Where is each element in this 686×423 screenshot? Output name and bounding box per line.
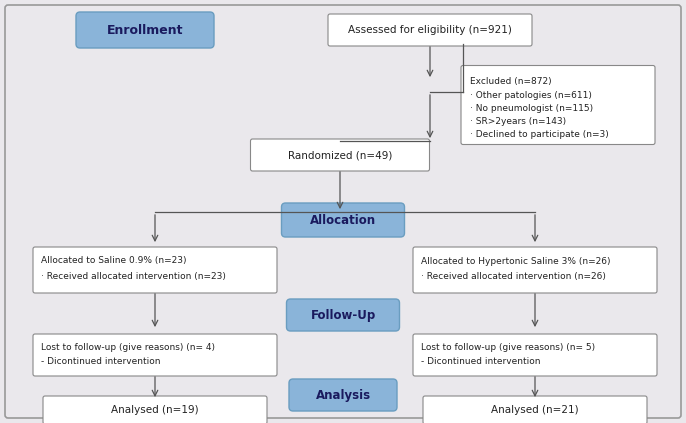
FancyBboxPatch shape <box>328 14 532 46</box>
FancyBboxPatch shape <box>289 379 397 411</box>
FancyBboxPatch shape <box>413 247 657 293</box>
Text: · Declined to participate (n=3): · Declined to participate (n=3) <box>470 130 608 139</box>
FancyBboxPatch shape <box>423 396 647 423</box>
Text: Excluded (n=872): Excluded (n=872) <box>470 77 552 86</box>
FancyBboxPatch shape <box>33 247 277 293</box>
FancyBboxPatch shape <box>76 12 214 48</box>
Text: · Other patologies (n=611): · Other patologies (n=611) <box>470 91 592 100</box>
FancyBboxPatch shape <box>250 139 429 171</box>
Text: Enrollment: Enrollment <box>107 24 183 36</box>
Text: · No pneumologist (n=115): · No pneumologist (n=115) <box>470 104 593 113</box>
Text: Analysed (n=19): Analysed (n=19) <box>111 405 199 415</box>
FancyBboxPatch shape <box>287 299 399 331</box>
FancyBboxPatch shape <box>43 396 267 423</box>
Text: Allocation: Allocation <box>310 214 376 226</box>
Text: Follow-Up: Follow-Up <box>310 308 376 321</box>
Text: Lost to follow-up (give reasons) (n= 4): Lost to follow-up (give reasons) (n= 4) <box>41 343 215 352</box>
Text: · SR>2years (n=143): · SR>2years (n=143) <box>470 117 566 126</box>
FancyBboxPatch shape <box>413 334 657 376</box>
Text: - Dicontinued intervention: - Dicontinued intervention <box>421 357 541 366</box>
Text: · Received allocated intervention (n=26): · Received allocated intervention (n=26) <box>421 272 606 280</box>
Text: Randomized (n=49): Randomized (n=49) <box>288 150 392 160</box>
Text: Assessed for eligibility (n=921): Assessed for eligibility (n=921) <box>348 25 512 35</box>
Text: Allocated to Hypertonic Saline 3% (n=26): Allocated to Hypertonic Saline 3% (n=26) <box>421 256 611 266</box>
FancyBboxPatch shape <box>461 66 655 145</box>
Text: Allocated to Saline 0.9% (n=23): Allocated to Saline 0.9% (n=23) <box>41 256 187 266</box>
Text: Analysed (n=21): Analysed (n=21) <box>491 405 579 415</box>
FancyBboxPatch shape <box>281 203 405 237</box>
Text: Analysis: Analysis <box>316 388 370 401</box>
Text: Lost to follow-up (give reasons) (n= 5): Lost to follow-up (give reasons) (n= 5) <box>421 343 595 352</box>
Text: - Dicontinued intervention: - Dicontinued intervention <box>41 357 161 366</box>
Text: · Received allocated intervention (n=23): · Received allocated intervention (n=23) <box>41 272 226 280</box>
FancyBboxPatch shape <box>33 334 277 376</box>
